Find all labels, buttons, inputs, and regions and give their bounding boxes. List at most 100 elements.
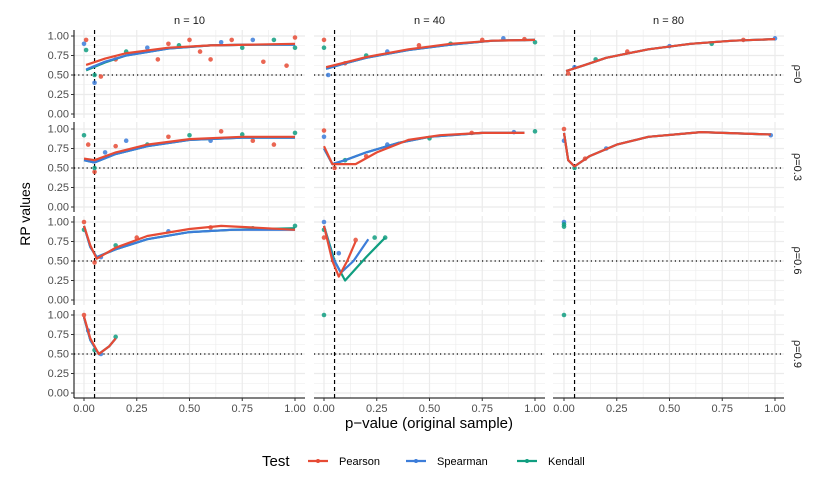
- data-point-spearman: [218, 39, 224, 45]
- smooth-curve-pearson: [565, 38, 776, 73]
- x-tick-label: 0.25: [366, 403, 387, 415]
- smooth-curve-pearson: [562, 131, 771, 168]
- x-tick-label: 1.00: [764, 403, 785, 415]
- y-tick-label: 1.00: [48, 217, 69, 229]
- legend-label-pearson: Pearson: [339, 456, 380, 468]
- data-point-pearson: [229, 37, 234, 43]
- data-point-pearson: [321, 37, 327, 43]
- data-point-pearson: [250, 138, 256, 143]
- data-point-pearson: [261, 59, 266, 65]
- data-point-spearman: [102, 150, 108, 155]
- data-point-kendall: [532, 129, 538, 134]
- data-point-kendall: [113, 334, 118, 340]
- facet-column-label: n = 80: [653, 15, 684, 27]
- data-point-kendall: [532, 39, 538, 45]
- data-point-pearson: [332, 165, 337, 171]
- data-point-kendall: [321, 45, 327, 50]
- facet-row-label: ρ=0.3: [791, 153, 803, 181]
- smooth-curve-pearson: [82, 224, 296, 260]
- data-point-pearson: [98, 74, 104, 79]
- y-tick-label: 0.25: [48, 275, 69, 287]
- data-point-spearman: [321, 134, 327, 140]
- data-point-kendall: [292, 130, 298, 136]
- data-point-pearson: [208, 57, 213, 62]
- facet-column-label: n = 10: [174, 15, 205, 27]
- smooth-curve-pearson: [83, 135, 295, 162]
- data-point-spearman: [321, 219, 327, 225]
- x-tick-label: 0.25: [606, 403, 627, 415]
- legend-label-spearman: Spearman: [437, 456, 488, 468]
- facet-row-label: ρ=0.9: [791, 340, 803, 368]
- data-point-pearson: [81, 312, 87, 318]
- x-tick-label: 0.25: [126, 403, 147, 415]
- y-tick-label: 0.00: [48, 109, 69, 121]
- legend-key-point: [414, 459, 418, 463]
- x-tick-label: 0.75: [712, 403, 733, 415]
- data-point-pearson: [292, 35, 298, 40]
- legend-key-point: [525, 459, 529, 463]
- data-point-pearson: [353, 237, 358, 243]
- data-point-spearman: [325, 72, 331, 78]
- facet-row-label: ρ=0.6: [791, 247, 803, 275]
- x-tick-label: 1.00: [524, 403, 545, 415]
- y-tick-label: 0.75: [48, 50, 69, 62]
- y-tick-label: 1.00: [48, 31, 69, 43]
- data-point-pearson: [92, 169, 97, 175]
- y-axis-title: RP values: [17, 182, 33, 246]
- y-tick-label: 0.75: [48, 329, 69, 341]
- smooth-curve-pearson: [323, 131, 525, 166]
- data-point-pearson: [218, 129, 224, 134]
- data-point-kendall: [372, 235, 377, 240]
- data-point-pearson: [565, 71, 571, 76]
- y-tick-label: 0.50: [48, 256, 69, 268]
- y-tick-label: 0.75: [48, 143, 69, 155]
- legend-title: Test: [262, 453, 290, 470]
- data-point-kendall: [561, 312, 567, 318]
- y-tick-label: 1.00: [48, 310, 69, 322]
- y-tick-label: 0.25: [48, 182, 69, 194]
- data-point-kendall: [81, 132, 87, 138]
- x-tick-label: 0.50: [419, 403, 440, 415]
- facet-row-label: ρ=0: [791, 65, 803, 84]
- legend-key-point: [316, 459, 320, 463]
- y-tick-label: 0.50: [48, 349, 69, 361]
- y-tick-label: 0.00: [48, 202, 69, 214]
- x-tick-label: 0.00: [313, 403, 334, 415]
- x-tick-label: 0.75: [232, 403, 253, 415]
- data-point-pearson: [271, 142, 277, 147]
- data-point-kendall: [561, 224, 567, 229]
- y-tick-label: 0.75: [48, 236, 69, 248]
- data-point-pearson: [561, 126, 567, 132]
- data-point-pearson: [416, 43, 422, 48]
- y-tick-label: 0.50: [48, 70, 69, 82]
- y-tick-label: 1.00: [48, 124, 69, 136]
- data-point-kendall: [321, 312, 327, 318]
- smooth-curve-pearson: [85, 42, 296, 66]
- data-point-pearson: [155, 57, 161, 62]
- smooth-curve-pearson: [82, 316, 117, 356]
- y-tick-label: 0.00: [48, 295, 69, 307]
- data-point-kendall: [239, 132, 245, 137]
- data-point-kendall: [83, 47, 89, 53]
- data-point-pearson: [284, 63, 289, 68]
- panel-background: [553, 30, 784, 118]
- x-tick-label: 0.50: [179, 403, 200, 415]
- x-axis-title: p−value (original sample): [345, 415, 513, 432]
- x-tick-label: 0.00: [73, 403, 94, 415]
- data-point-kendall: [92, 165, 97, 171]
- data-point-kendall: [92, 72, 97, 78]
- data-point-pearson: [187, 37, 192, 43]
- data-point-pearson: [166, 134, 171, 140]
- y-tick-label: 0.00: [48, 388, 69, 400]
- data-point-pearson: [321, 235, 327, 240]
- data-point-spearman: [145, 45, 150, 50]
- data-point-kendall: [292, 223, 298, 229]
- data-point-kendall: [239, 45, 245, 50]
- data-point-pearson: [321, 128, 327, 133]
- x-tick-label: 0.50: [659, 403, 680, 415]
- y-tick-label: 0.25: [48, 89, 69, 101]
- data-point-pearson: [166, 41, 171, 47]
- data-point-kendall: [271, 37, 277, 43]
